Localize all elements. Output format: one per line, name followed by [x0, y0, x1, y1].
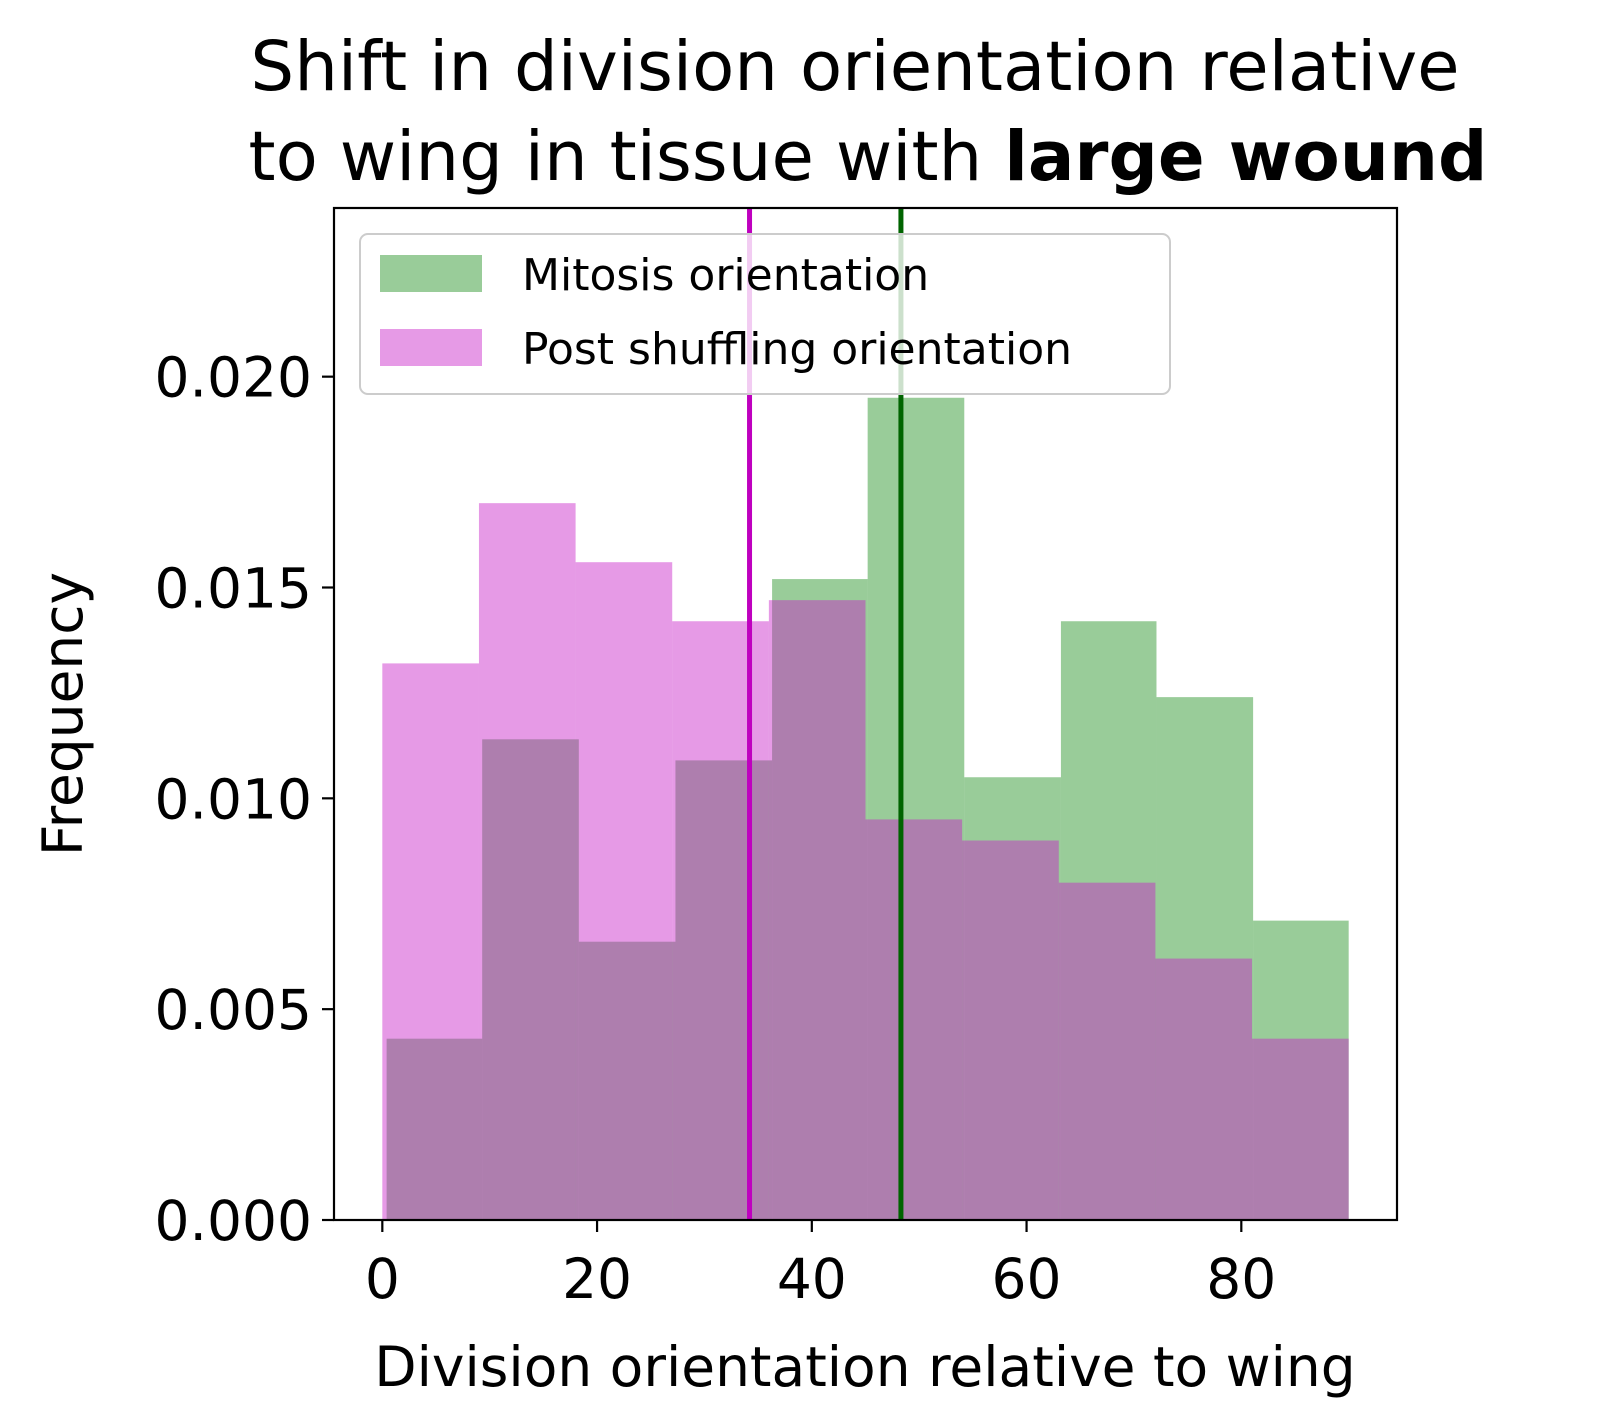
- bar-mitosis-7: [1060, 621, 1157, 1220]
- bar-post-shuffling-0: [382, 663, 479, 1220]
- bar-mitosis-8: [1156, 697, 1254, 1220]
- bar-mitosis-1: [482, 739, 579, 1220]
- chart-title-line-2-bold: large wound: [1004, 117, 1487, 197]
- legend-box: [359, 233, 1171, 395]
- chart-title-line-2: to wing in tissue with large wound: [249, 117, 1488, 197]
- x-tick-label-4: 80: [1206, 1247, 1276, 1311]
- bar-mitosis-9: [1253, 920, 1349, 1220]
- bar-post-shuffling-5: [865, 819, 963, 1220]
- bar-post-shuffling-1: [478, 503, 576, 1221]
- legend-swatch-mitosis: [380, 255, 482, 292]
- x-tick-label-1: 20: [562, 1247, 632, 1311]
- x-tick-label-3: 60: [992, 1247, 1062, 1311]
- bar-mitosis-5: [867, 397, 965, 1220]
- bar-post-shuffling-7: [1058, 882, 1156, 1220]
- bars-layer: [382, 397, 1349, 1221]
- bar-post-shuffling-3: [672, 621, 769, 1220]
- chart-title-line-1: Shift in division orientation relative: [250, 27, 1459, 107]
- x-tick-label-2: 40: [777, 1247, 847, 1311]
- legend: Mitosis orientation Post shuffling orien…: [359, 233, 1171, 395]
- x-axis-label: Division orientation relative to wing: [374, 1335, 1355, 1399]
- bar-post-shuffling-8: [1155, 958, 1253, 1220]
- y-tick-label-1: 0.005: [155, 978, 312, 1042]
- legend-label-mitosis: Mitosis orientation: [522, 250, 929, 301]
- bar-post-shuffling-4: [768, 600, 866, 1220]
- bar-mitosis-0: [386, 1038, 483, 1220]
- y-tick-label-3: 0.015: [155, 557, 312, 621]
- y-tick-label-4: 0.020: [155, 346, 312, 410]
- x-tick-label-0: 0: [365, 1247, 400, 1311]
- y-axis-label: Frequency: [31, 572, 95, 856]
- bar-post-shuffling-9: [1252, 1038, 1349, 1220]
- y-tick-label-2: 0.010: [155, 767, 312, 831]
- chart-title-line-2-regular: to wing in tissue with: [249, 117, 1005, 197]
- bar-post-shuffling-2: [575, 562, 673, 1220]
- y-tick-label-0: 0.000: [155, 1189, 312, 1253]
- plot-frame: [332, 206, 1399, 1222]
- bar-mitosis-6: [964, 777, 1061, 1220]
- bar-mitosis-2: [578, 941, 676, 1220]
- bar-mitosis-4: [772, 579, 868, 1220]
- legend-swatch-post-shuffling: [380, 329, 482, 366]
- bar-post-shuffling-6: [962, 840, 1059, 1220]
- legend-label-post-shuffling: Post shuffling orientation: [522, 324, 1072, 375]
- y-axis-ticks: 0.000 0.005 0.010 0.015 0.020: [155, 346, 334, 1253]
- bar-mitosis-3: [675, 760, 773, 1220]
- x-axis-ticks: 0 20 40 60 80: [365, 1220, 1276, 1311]
